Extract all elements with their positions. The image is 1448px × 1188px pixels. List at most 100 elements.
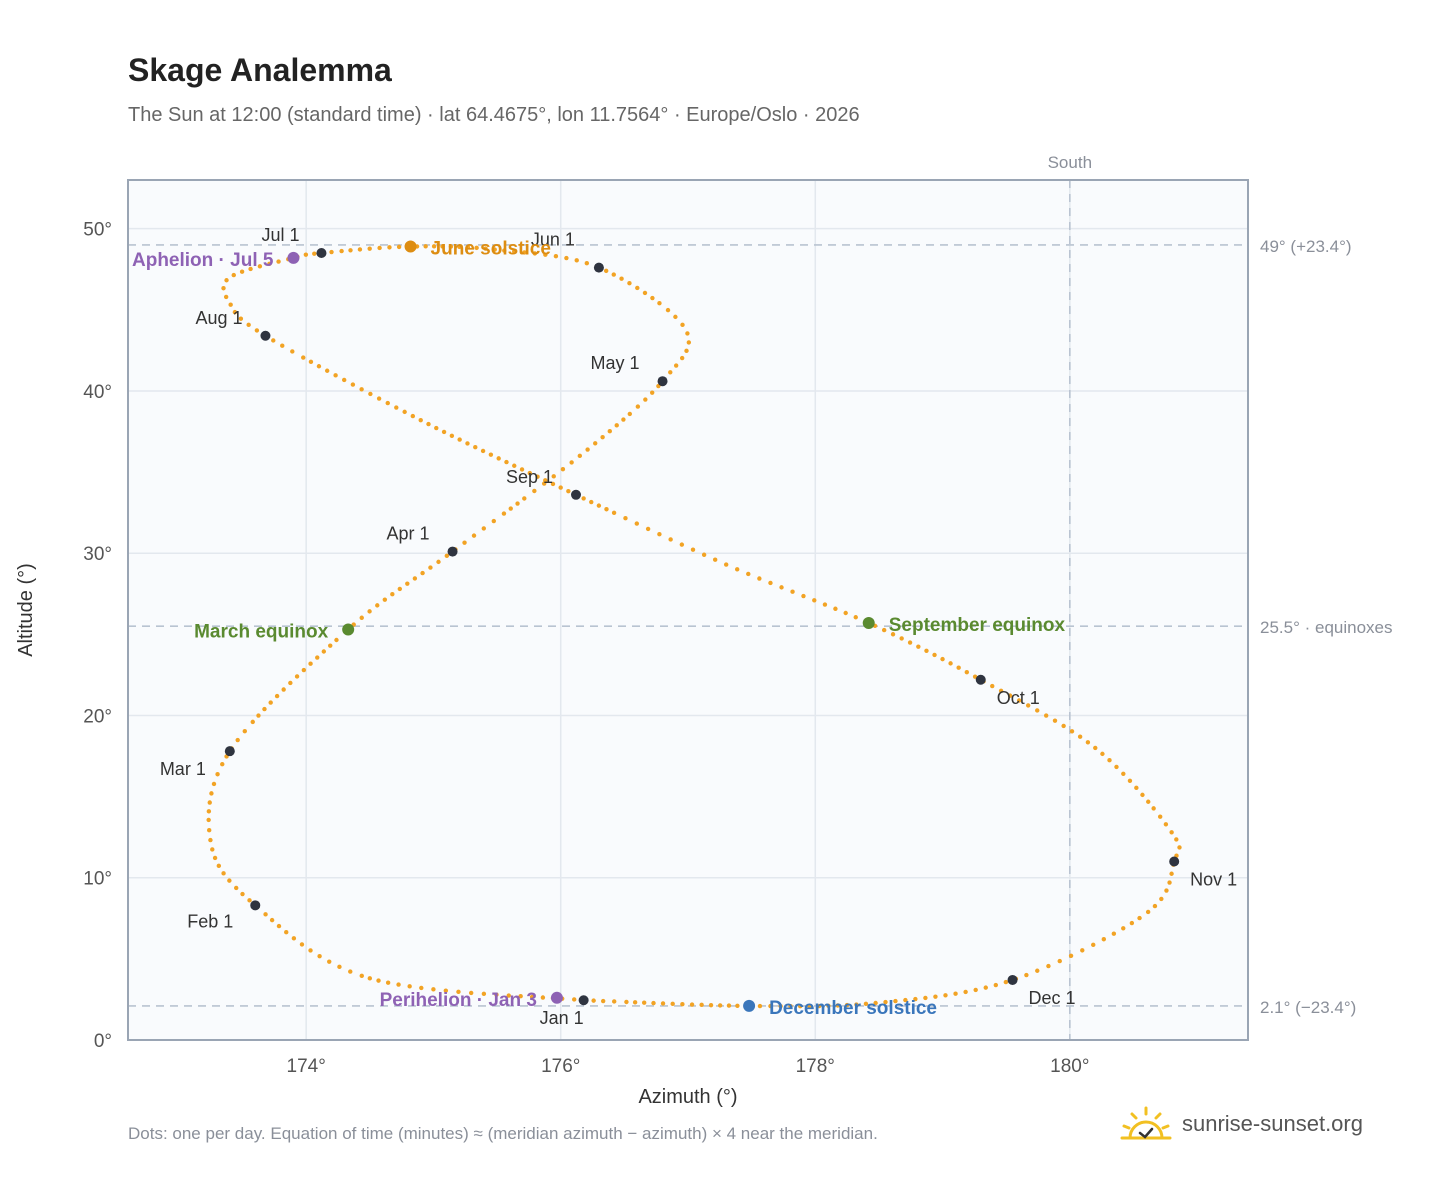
day-dot [240, 891, 245, 897]
day-dot [600, 434, 605, 440]
day-dot [1174, 837, 1179, 842]
day-dot [550, 481, 556, 487]
day-dot [854, 1002, 859, 1007]
day-dot [584, 260, 590, 266]
day-dot [924, 648, 929, 653]
day-dot [621, 417, 626, 422]
day-dot [1129, 920, 1135, 926]
day-dot [577, 453, 583, 459]
day-dot [231, 272, 236, 278]
day-dot [1157, 814, 1163, 819]
day-dot [607, 428, 612, 434]
day-dot [1127, 778, 1133, 784]
month-label: Apr 1 [387, 524, 430, 544]
day-dot [708, 1002, 714, 1008]
day-dot [397, 586, 403, 592]
day-dot [396, 982, 401, 987]
day-dot [434, 425, 439, 431]
day-dot [423, 244, 428, 249]
day-dot [1145, 909, 1151, 915]
day-dot [540, 995, 546, 1000]
day-dot [348, 969, 353, 974]
day-dot [350, 382, 356, 387]
day-dot [689, 1002, 695, 1007]
day-dot [280, 343, 285, 348]
day-dot [558, 485, 563, 490]
day-dot [1164, 888, 1169, 893]
day-dot [303, 252, 309, 257]
day-dot [492, 247, 497, 252]
day-dot [1035, 708, 1040, 713]
day-dot [494, 992, 499, 997]
day-dot [267, 261, 272, 267]
day-dot [412, 576, 418, 581]
day-dot [668, 370, 673, 375]
day-dot [1114, 764, 1119, 770]
day-dot [480, 448, 486, 454]
day-dot [426, 421, 431, 427]
day-dot [1134, 785, 1139, 791]
day-dot [294, 674, 300, 679]
day-dot [228, 302, 233, 307]
x-tick-label: 178° [796, 1056, 835, 1077]
day-dot [1080, 948, 1085, 953]
day-dot [328, 643, 333, 648]
reference-line-label: 49° (+23.4°) [1260, 237, 1352, 256]
day-dot [1169, 830, 1174, 835]
day-dot [527, 470, 532, 476]
day-dot [291, 936, 297, 941]
event-label: December solstice [769, 998, 937, 1019]
day-dot [263, 912, 268, 917]
day-dot [1177, 845, 1182, 850]
day-dot [973, 987, 978, 993]
day-dot [206, 817, 211, 823]
day-dot [881, 627, 887, 633]
day-dot [519, 467, 525, 472]
x-tick-label: 180° [1050, 1056, 1089, 1077]
day-dot [337, 964, 342, 970]
day-dot [589, 499, 594, 505]
day-dot [1091, 942, 1096, 948]
y-tick-label: 20° [83, 706, 112, 727]
day-dot [843, 610, 848, 616]
day-dot [643, 397, 648, 402]
day-dot [339, 248, 344, 254]
reference-line-label: 25.5° · equinoxes [1260, 618, 1393, 637]
day-dot [501, 511, 507, 516]
x-tick-label: 174° [287, 1056, 326, 1077]
day-dot [367, 246, 372, 251]
month-marker [1169, 856, 1180, 867]
day-dot [324, 368, 330, 373]
day-dot [449, 433, 455, 438]
day-dot [642, 290, 648, 296]
day-dot [308, 661, 313, 666]
day-dot [948, 661, 953, 666]
day-dot [863, 1001, 869, 1007]
month-marker [250, 900, 261, 911]
day-dot [502, 248, 507, 253]
brand-name[interactable]: sunrise-sunset.org [1182, 1111, 1363, 1136]
day-dot [1061, 723, 1066, 729]
day-dot [341, 377, 347, 383]
day-dot [778, 1003, 783, 1009]
day-dot [746, 571, 751, 577]
day-dot [757, 576, 762, 581]
day-dot [376, 978, 381, 983]
day-dot [593, 441, 598, 446]
day-dot [262, 706, 267, 712]
day-dot [443, 988, 449, 993]
day-dot [614, 423, 619, 428]
day-dot [1057, 958, 1062, 964]
day-dot [735, 1003, 740, 1008]
brand[interactable]: sunrise-sunset.org [1120, 1100, 1363, 1148]
day-dot [284, 929, 289, 935]
day-dot [511, 249, 517, 254]
day-dot [649, 390, 655, 395]
event-marker [404, 240, 417, 253]
day-dot [1159, 896, 1164, 902]
day-dot [382, 597, 388, 602]
day-dot [468, 990, 474, 996]
day-dot [611, 510, 617, 516]
day-dot [685, 331, 690, 336]
day-dot [407, 984, 412, 989]
